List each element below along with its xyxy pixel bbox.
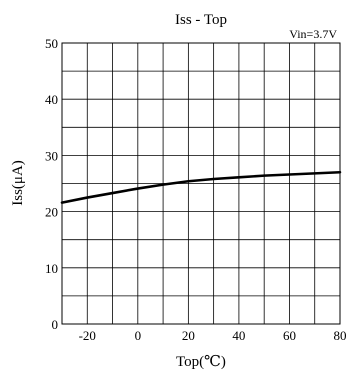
grid: [62, 43, 340, 324]
tick-labels: -20 0 20 40 60 80 0 10 20 30 40 50: [45, 36, 347, 343]
chart-title: Iss - Top: [175, 12, 227, 28]
y-axis-label: Iss(μA): [10, 160, 26, 206]
y-tick-label: 0: [52, 317, 59, 332]
plot-frame: [61, 42, 341, 325]
x-tick-label: 40: [232, 328, 245, 343]
y-tick-label: 10: [45, 261, 58, 276]
y-tick-label: 30: [45, 148, 58, 163]
x-tick-label: 0: [135, 328, 142, 343]
x-tick-label: 20: [182, 328, 195, 343]
y-tick-label: 50: [45, 36, 58, 51]
y-tick-label: 20: [45, 205, 58, 220]
chart-annotation: Vin=3.7V: [289, 27, 337, 41]
x-tick-label: -20: [79, 328, 96, 343]
y-tick-label: 40: [45, 92, 58, 107]
series-layer: [60, 170, 342, 204]
x-tick-label: 80: [334, 328, 347, 343]
series-line: [60, 170, 342, 204]
x-axis-label: Top(℃): [176, 354, 226, 370]
x-tick-label: 60: [283, 328, 296, 343]
